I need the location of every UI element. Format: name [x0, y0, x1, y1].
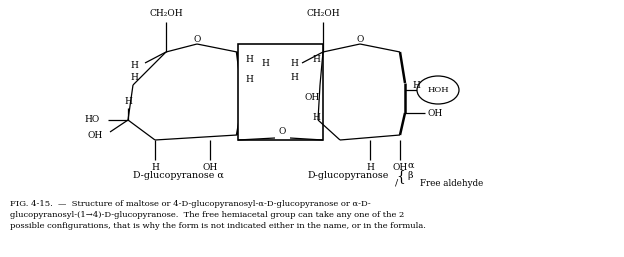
Text: H: H [290, 59, 298, 68]
Text: O: O [278, 127, 286, 136]
Text: H: H [261, 59, 269, 68]
Ellipse shape [417, 76, 459, 104]
Bar [238, 44, 323, 140]
Text: FIG. 4-15.  —  Structure of maltose or 4-D-glucopyranosyl-α-D-glucopyranose or α: FIG. 4-15. — Structure of maltose or 4-D… [10, 200, 426, 230]
Text: H: H [312, 114, 320, 123]
Text: D-glucopyranose: D-glucopyranose [307, 170, 389, 179]
Text: OH: OH [88, 131, 103, 140]
Text: O: O [356, 35, 364, 44]
Text: H: H [124, 97, 132, 106]
Text: /: / [395, 179, 398, 188]
Text: {: { [396, 169, 405, 183]
Text: O: O [193, 35, 201, 44]
Text: HOH: HOH [427, 86, 449, 94]
Text: H: H [130, 72, 138, 81]
Text: H: H [312, 56, 320, 65]
Text: CH₂OH: CH₂OH [306, 8, 340, 17]
Text: H: H [412, 80, 420, 89]
Text: OH: OH [427, 108, 442, 117]
Text: OH: OH [392, 162, 407, 171]
Text: H: H [245, 76, 253, 85]
Text: CH₂OH: CH₂OH [149, 8, 183, 17]
Text: H: H [290, 72, 298, 81]
Text: H: H [245, 56, 253, 65]
Text: β: β [407, 170, 412, 179]
Text: OH: OH [202, 162, 218, 171]
Text: H: H [151, 162, 159, 171]
Text: H: H [130, 61, 138, 70]
Text: OH: OH [305, 94, 320, 103]
Text: α: α [407, 161, 414, 170]
Text: Free aldehyde: Free aldehyde [420, 179, 483, 188]
Text: HO: HO [85, 115, 100, 124]
Text: H: H [366, 162, 374, 171]
Text: D-glucopyranose α: D-glucopyranose α [132, 170, 223, 179]
